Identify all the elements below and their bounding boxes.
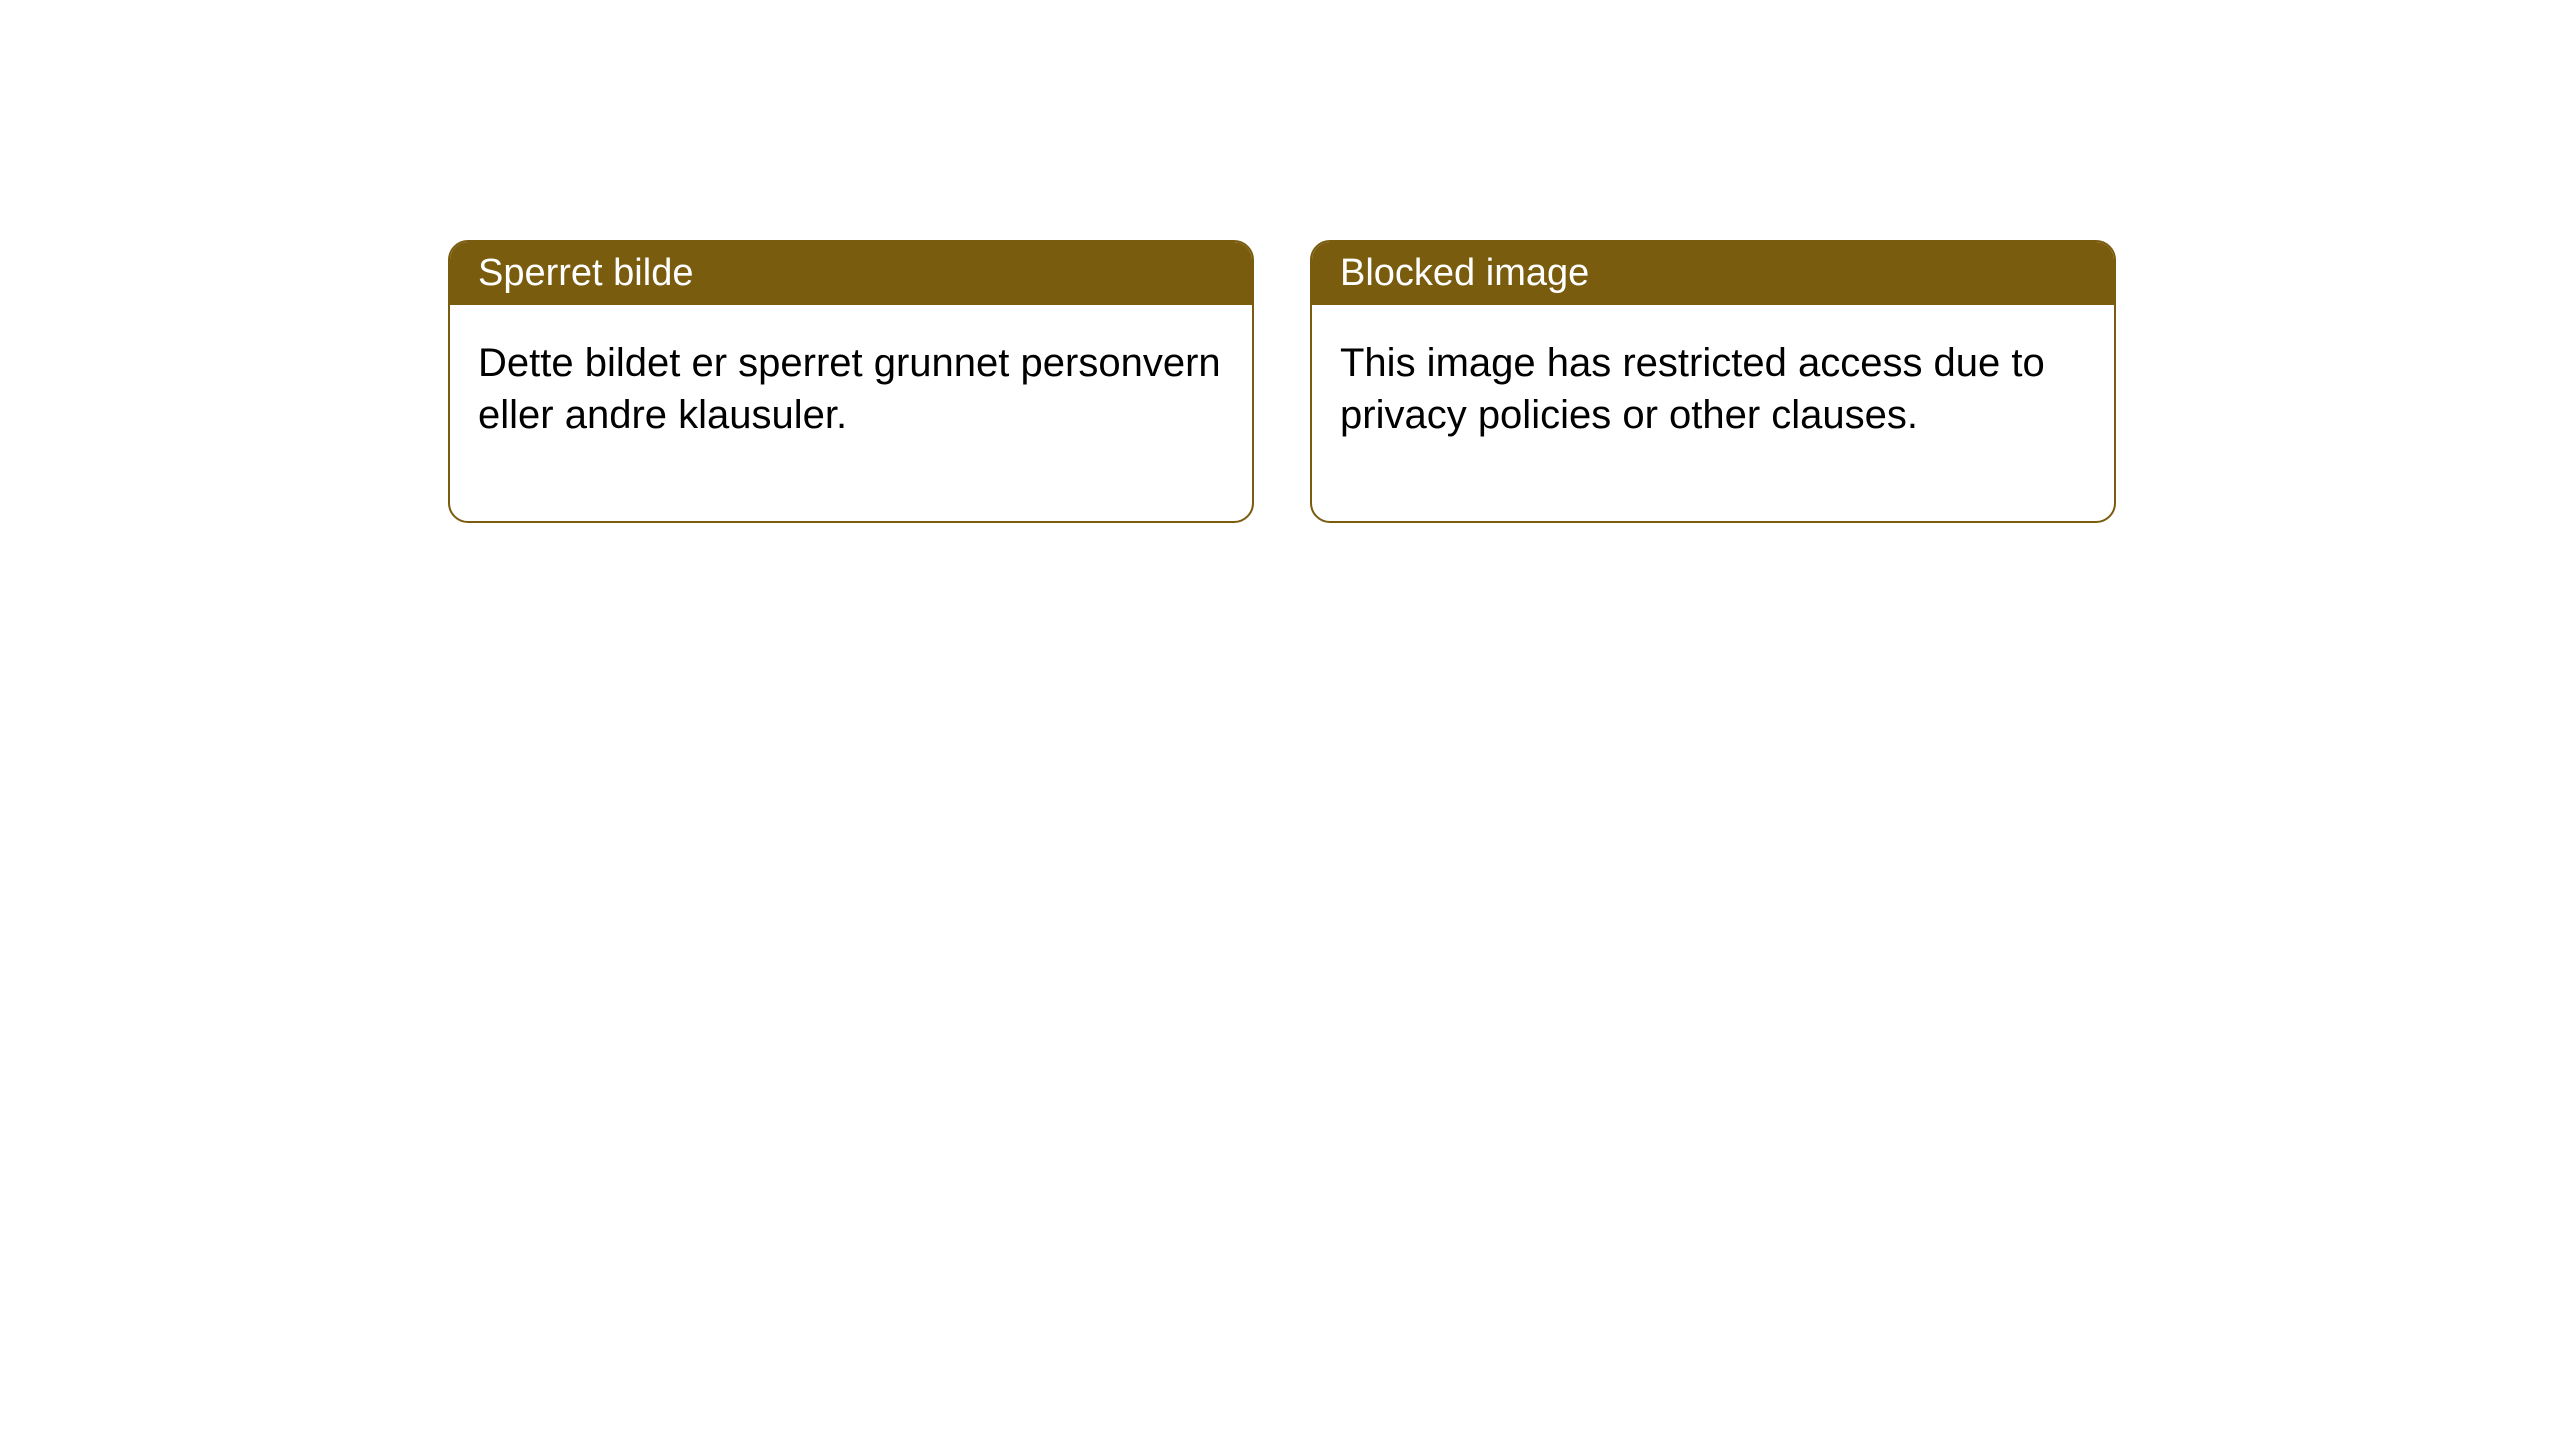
notice-body: This image has restricted access due to …	[1312, 305, 2114, 521]
notice-body-text: This image has restricted access due to …	[1340, 341, 2045, 437]
notice-card-norwegian: Sperret bilde Dette bildet er sperret gr…	[448, 240, 1254, 523]
notice-header: Blocked image	[1312, 242, 2114, 305]
notice-body-text: Dette bildet er sperret grunnet personve…	[478, 341, 1221, 437]
notice-card-english: Blocked image This image has restricted …	[1310, 240, 2116, 523]
notice-body: Dette bildet er sperret grunnet personve…	[450, 305, 1252, 521]
notice-header: Sperret bilde	[450, 242, 1252, 305]
notice-title: Blocked image	[1340, 252, 1589, 294]
notice-container: Sperret bilde Dette bildet er sperret gr…	[0, 0, 2560, 523]
notice-title: Sperret bilde	[478, 252, 693, 294]
